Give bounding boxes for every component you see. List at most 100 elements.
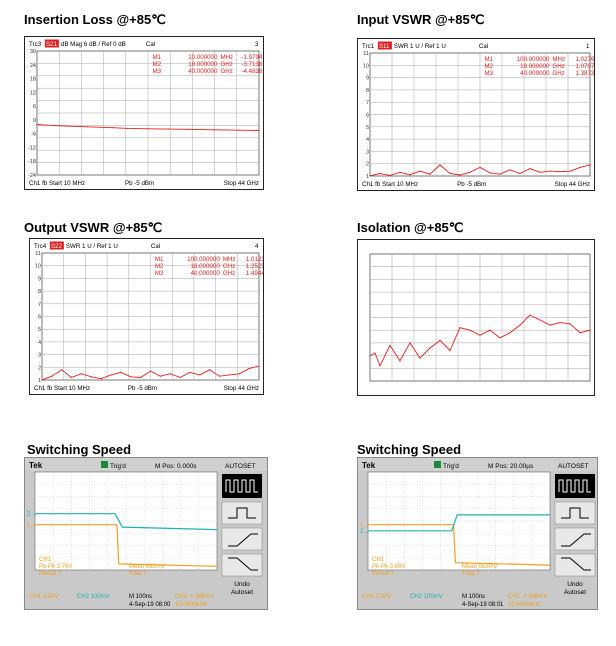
data-point: [169, 373, 171, 375]
y-tick-label: 4: [366, 137, 369, 143]
data-point: [499, 337, 501, 339]
marker-freq: 18.000000: [188, 61, 218, 68]
marker-value: 1.0123: [246, 256, 263, 263]
y-tick-label: 0: [33, 118, 36, 124]
y-tick-label: 10: [363, 63, 369, 69]
data-point: [199, 374, 201, 376]
marker-freq: 100.000000: [187, 256, 220, 263]
data-point: [36, 123, 38, 126]
ch2-level-marker: 2→: [360, 529, 369, 535]
trace-number: 1: [586, 43, 590, 50]
data-point: [90, 376, 92, 378]
y-tick-label: 7: [38, 302, 41, 308]
data-point: [469, 329, 471, 331]
y-tick-label: 3: [366, 149, 369, 155]
data-point: [187, 128, 189, 130]
meas-badge: [44, 39, 59, 48]
marker-freq: 40.000000: [191, 270, 221, 277]
data-point: [130, 376, 132, 378]
data-point: [449, 172, 451, 175]
autoset-rise-button: [221, 527, 263, 551]
data-point: [374, 352, 376, 354]
data-point: [579, 166, 581, 168]
y-tick-label: -24: [28, 173, 36, 179]
ch1-scale: CH1 2.00V: [362, 594, 391, 600]
data-point: [189, 371, 191, 373]
data-point: [209, 369, 211, 371]
trig-indicator-icon: [101, 461, 108, 468]
marker-value: -4.4838: [241, 68, 263, 75]
trace-number: 4: [255, 243, 259, 250]
y-tick-label: 6: [38, 315, 41, 321]
ch1-level-marker: 1→: [27, 523, 36, 529]
data-point: [258, 365, 260, 367]
data-point: [100, 378, 102, 380]
y-tick-label: 11: [35, 251, 41, 257]
scope-mpos: M Pos: 20.00µs: [488, 463, 534, 470]
isolation-chart: [357, 239, 595, 396]
data-point: [479, 166, 481, 168]
data-point: [439, 164, 441, 166]
data-point: [489, 172, 491, 174]
marker-value: -1.9794: [241, 54, 263, 61]
readout-mean: Mean 992mV: [129, 564, 165, 570]
marker-freq: 18.000000: [191, 263, 221, 270]
data-point: [379, 172, 381, 175]
ch2-scale: CH2 100mV: [410, 594, 443, 600]
meas-label: S21: [46, 41, 58, 48]
scope-autoset-label: AUTOSET: [558, 463, 589, 470]
marker-value: 1.0276: [575, 56, 594, 63]
scope-trace-ch2: [35, 513, 218, 531]
undo-label: Undo: [234, 581, 250, 588]
data-point: [459, 174, 461, 176]
marker-freq-unit: GHz: [220, 68, 232, 75]
undo-autoset-label: Autoset: [564, 589, 586, 596]
undo-label: Undo: [567, 581, 583, 588]
scope-header-bar: [25, 458, 267, 471]
y-tick-label: 6: [366, 113, 369, 119]
data-point: [167, 128, 169, 130]
data-point: [238, 129, 240, 131]
ch2-level-marker: 2→: [27, 512, 36, 518]
marker-value: 1.4944: [246, 270, 263, 277]
insertion-loss-svg: Trc3 S21 dB Mag 6 dB / Ref 0 dB Cal 3 Ch1 fb …: [28, 39, 272, 187]
rising-edge-icon: [561, 533, 591, 547]
scope-header-bar: [358, 458, 597, 471]
data-point: [529, 168, 531, 170]
y-tick-label: 5: [366, 125, 369, 131]
data-point: [399, 171, 401, 173]
scope-trace-ch1: [368, 524, 551, 566]
scope-1-svg: Tek Trig'd M Pos: 0.000s AUTOSET 2→ 1→ CH1Pk-P…: [25, 458, 267, 608]
data-point: [429, 173, 431, 175]
trigger-frequency: 10.0000kHz: [175, 602, 207, 608]
square-wave-icon: [558, 479, 591, 493]
data-point: [80, 373, 83, 375]
trace-name: Trc4: [34, 243, 47, 250]
readout-ch1: CH1: [39, 557, 52, 563]
marker-name: M3: [484, 70, 493, 77]
insertion-loss-chart: Trc3 S21 dB Mag 6 dB / Ref 0 dB Cal 3 Ch1 fb …: [24, 36, 272, 190]
data-point: [70, 376, 73, 379]
autoset-pulse-button: [221, 501, 263, 525]
y-tick-label: 3: [38, 353, 41, 359]
series-line: [36, 124, 260, 131]
marker-name: M3: [155, 270, 164, 277]
input-vswr-chart: Trc1 S11 SWR 1 U / Ref 1 U Cal 1 Ch1 fb Start…: [357, 38, 601, 191]
panel-title-isolation: Isolation @+85℃: [357, 220, 464, 235]
y-tick-label: 8: [366, 88, 369, 94]
marker-name: M2: [155, 263, 164, 270]
scope-2-svg: Tek Trig'd M Pos: 20.00µs AUTOSET 2→1→ CH1Pk-…: [358, 458, 597, 608]
meas-label: S11: [379, 43, 390, 50]
falling-edge-icon: [561, 557, 591, 571]
data-point: [159, 375, 161, 377]
marker-freq: 10.000000: [188, 54, 218, 61]
marker-freq-unit: GHz: [223, 263, 235, 270]
data-point: [110, 374, 112, 376]
switching-speed-scope-1: Tek Trig'd M Pos: 0.000s AUTOSET 2→ 1→ CH1 Pk-P…: [24, 457, 268, 610]
marker-name: M1: [152, 54, 161, 61]
data-point: [589, 164, 591, 166]
cal-label: Cal: [146, 41, 155, 48]
marker-name: M1: [484, 56, 493, 63]
y-tick-label: 1: [366, 174, 369, 180]
